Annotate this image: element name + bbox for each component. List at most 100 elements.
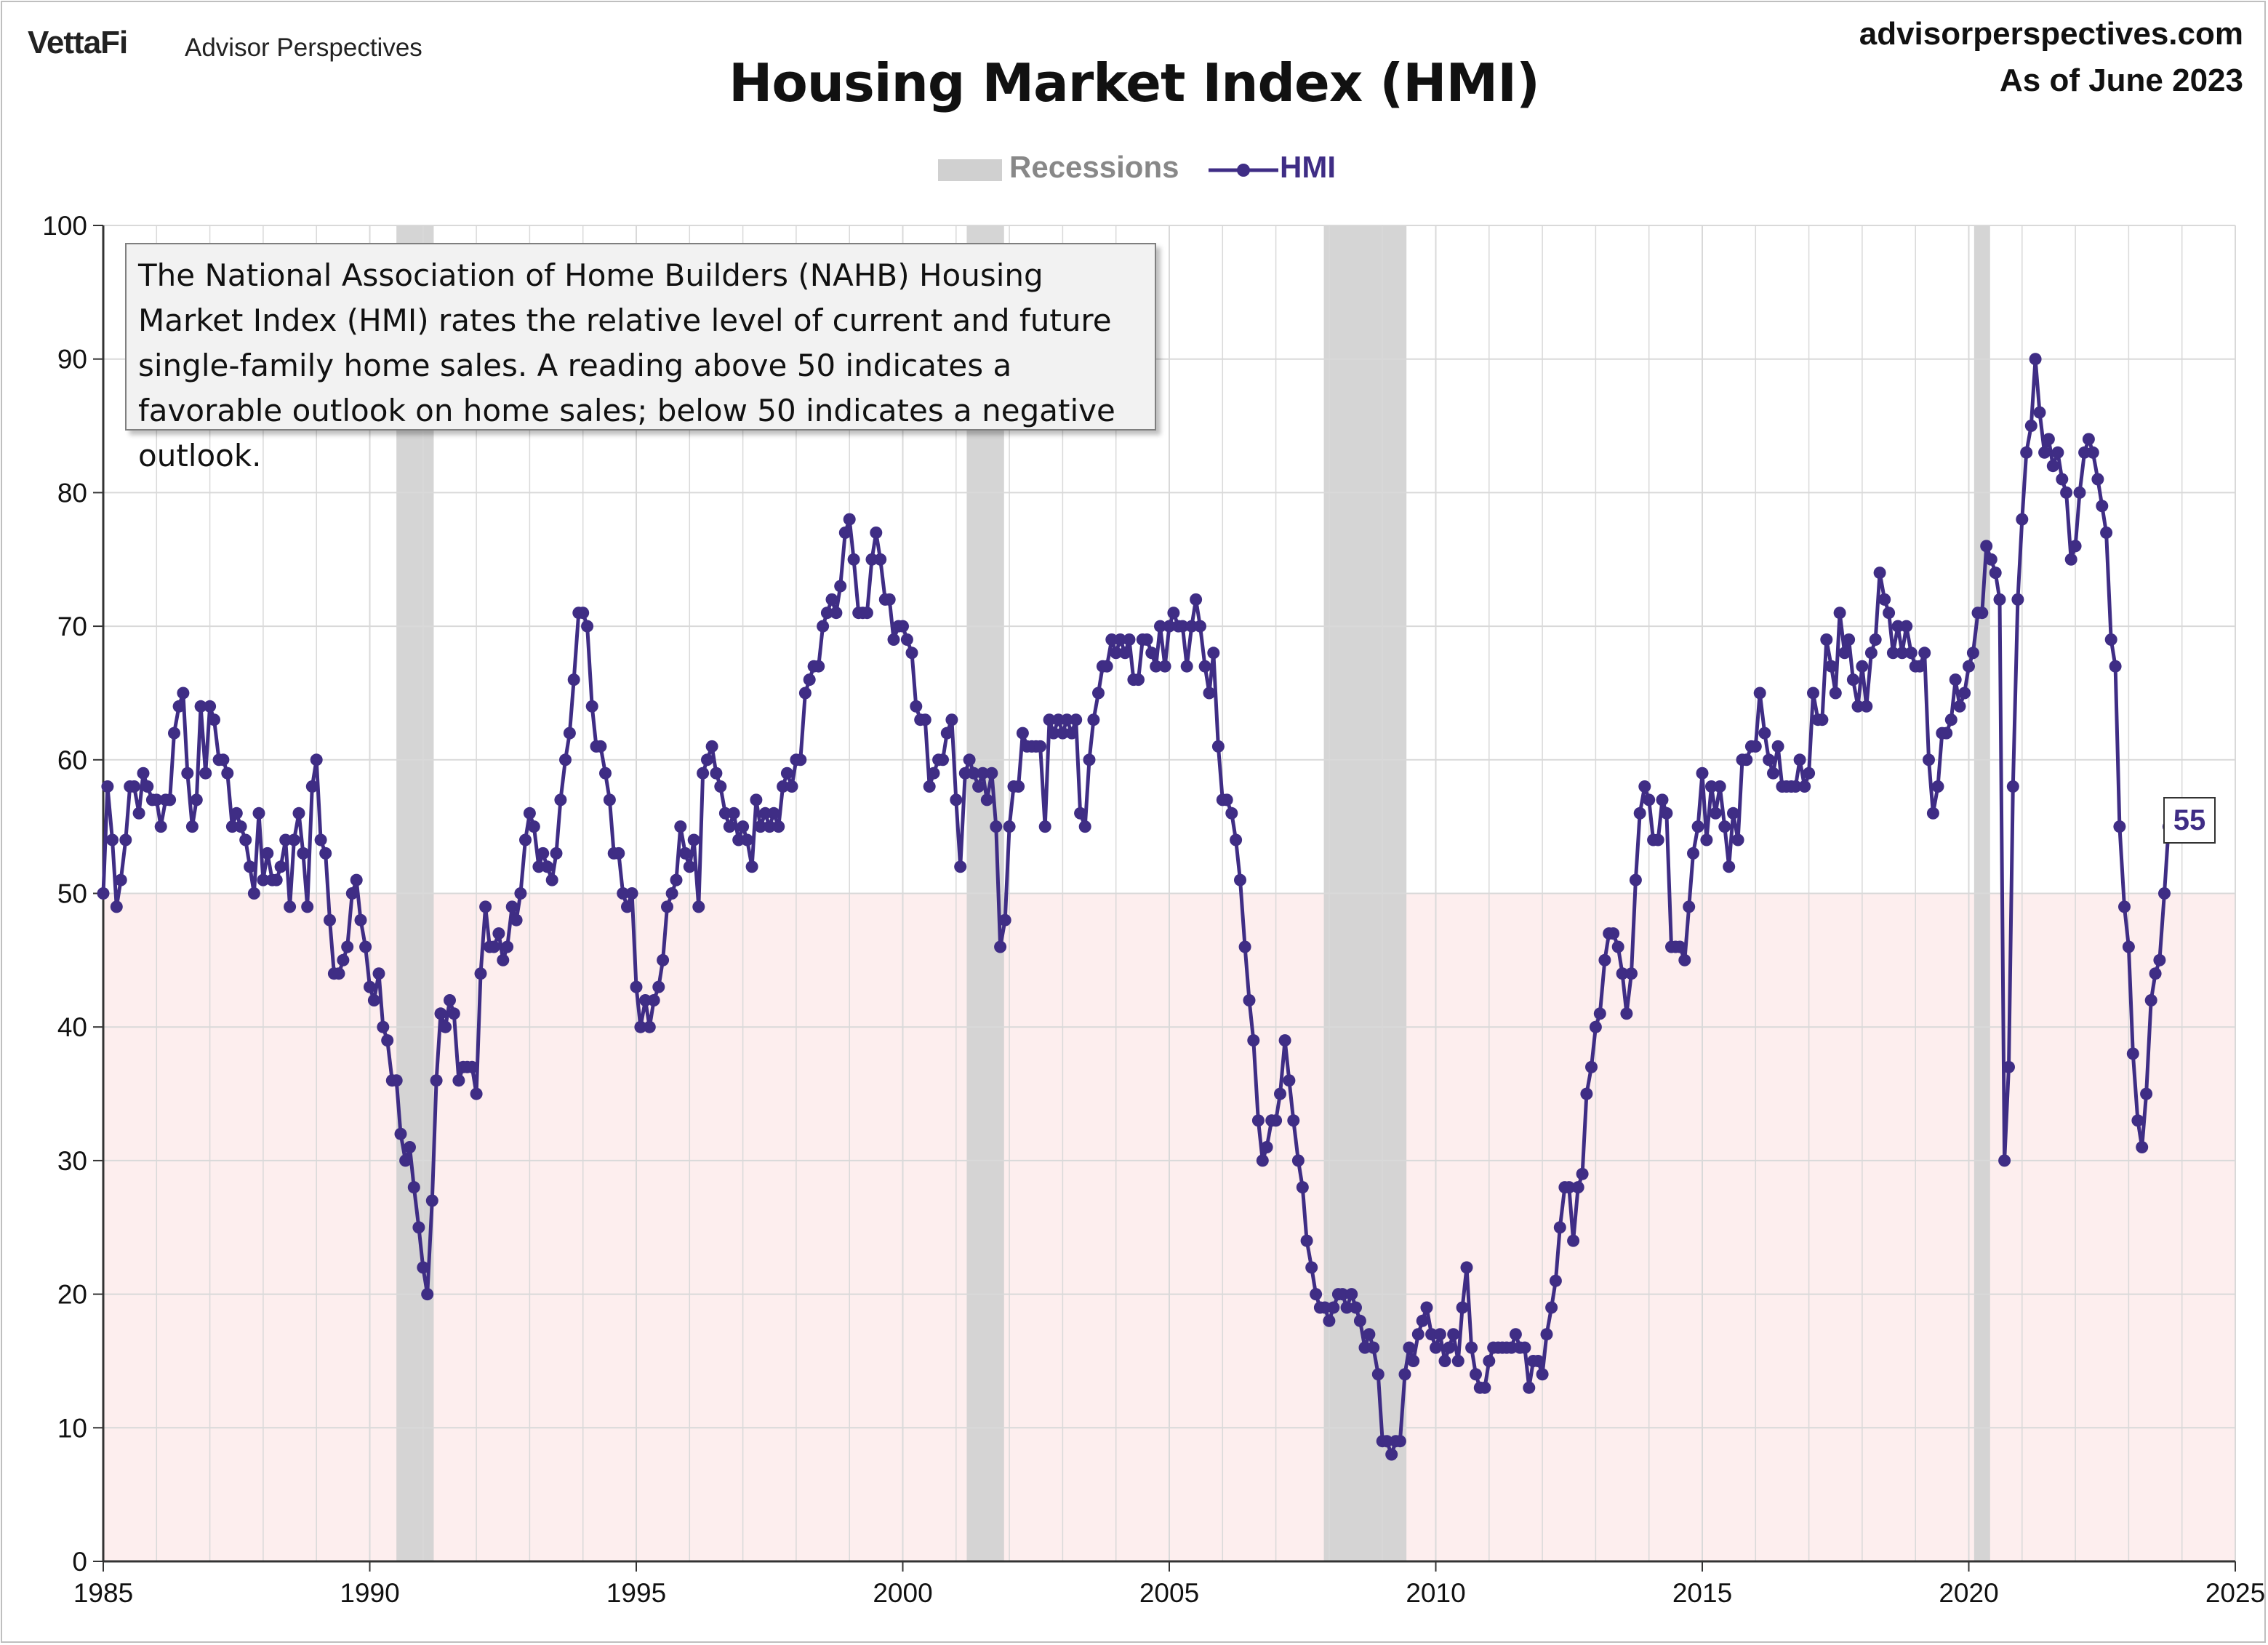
hmi-data-point [2073, 486, 2086, 499]
hmi-data-point [1860, 700, 1873, 713]
hmi-data-point [1963, 660, 1975, 673]
last-value-label: 55 [2163, 797, 2216, 844]
hmi-data-point [1238, 940, 1251, 953]
hmi-data-point [1047, 727, 1060, 740]
hmi-data-point [479, 900, 492, 913]
hmi-data-point [657, 953, 670, 966]
hmi-data-point [359, 940, 372, 953]
hmi-data-point [2131, 1114, 2144, 1127]
hmi-data-point [1145, 647, 1158, 660]
hmi-data-point [2149, 967, 2162, 980]
hmi-data-point [523, 807, 536, 820]
hmi-data-point [2078, 446, 2091, 459]
grid-layer [103, 225, 2236, 1561]
hmi-data-point [585, 700, 598, 713]
hmi-data-point [1571, 1181, 1584, 1194]
hmi-data-point [1438, 1355, 1451, 1367]
hmi-data-point [234, 820, 247, 833]
hmi-data-point [1132, 673, 1145, 687]
hmi-data-point [194, 700, 207, 713]
hmi-data-point [2042, 433, 2055, 446]
hmi-data-point [758, 807, 772, 820]
hmi-data-point [1580, 1087, 1593, 1100]
hmi-data-point [505, 900, 518, 913]
hmi-data-point [550, 846, 563, 860]
y-tick-label: 0 [72, 1547, 87, 1577]
hmi-data-point [545, 873, 558, 886]
hmi-data-point [1278, 1034, 1291, 1047]
hmi-data-point [554, 793, 567, 807]
hmi-data-point [1923, 753, 1935, 767]
hmi-data-point [1753, 687, 1766, 700]
hmi-data-point [1713, 780, 1726, 793]
hmi-data-point [404, 1141, 416, 1153]
hmi-data-point [1585, 1060, 1598, 1073]
hmi-data-point [114, 873, 127, 886]
hmi-data-point [354, 913, 367, 926]
hmi-data-point [985, 767, 998, 780]
hmi-data-point [678, 846, 692, 860]
x-tick-label: 1990 [340, 1578, 399, 1608]
hmi-data-point [777, 780, 790, 793]
hmi-data-point [1176, 620, 1189, 633]
hmi-data-point [2038, 446, 2051, 459]
hmi-data-point [1896, 647, 1909, 660]
hmi-data-point [2006, 780, 2019, 793]
hmi-data-point [2011, 593, 2024, 606]
hmi-data-point [1443, 1341, 1456, 1354]
hmi-data-point [1856, 660, 1869, 673]
series-point-layer [97, 353, 2175, 1461]
as-of-date: As of June 2023 [1999, 63, 2243, 98]
hmi-data-point [2136, 1141, 2149, 1153]
hmi-data-point [1291, 1154, 1305, 1167]
hmi-data-point [1447, 1328, 1460, 1341]
hmi-data-point [519, 833, 532, 846]
hmi-data-point [1154, 620, 1166, 633]
hmi-data-point [1829, 687, 1842, 700]
hmi-data-point [2091, 473, 2104, 486]
hmi-data-point [847, 553, 860, 566]
hmi-data-point [967, 767, 980, 780]
hmi-data-point [447, 1007, 460, 1020]
hmi-data-point [497, 953, 510, 966]
hmi-data-point [625, 887, 638, 900]
hmi-data-point [367, 994, 380, 1006]
hmi-data-point [2069, 540, 2082, 553]
hmi-data-point [701, 753, 713, 767]
hmi-data-point [1731, 833, 1744, 846]
legend-recessions-swatch [938, 159, 1002, 181]
hmi-data-point [1460, 1261, 1473, 1274]
hmi-data-point [652, 980, 665, 993]
hmi-data-point [1723, 860, 1736, 873]
hmi-data-point [364, 980, 376, 993]
y-tick-label: 50 [57, 879, 87, 909]
hmi-data-point [1727, 807, 1739, 820]
hmi-data-point [1833, 607, 1846, 620]
y-tick-label: 80 [57, 478, 87, 508]
hmi-data-point [950, 793, 963, 807]
hmi-data-point [434, 1007, 447, 1020]
hmi-data-point [2033, 406, 2046, 419]
hmi-data-point [1411, 1328, 1424, 1341]
hmi-data-point [1767, 767, 1779, 780]
hmi-data-point [1771, 740, 1784, 753]
hmi-data-point [825, 593, 838, 606]
hmi-data-point [2118, 900, 2131, 913]
hmi-data-point [377, 1020, 390, 1033]
hmi-data-point [1611, 940, 1624, 953]
hmi-data-point [421, 1288, 434, 1301]
hmi-data-point [1234, 873, 1246, 886]
hmi-data-point [1989, 567, 2002, 580]
hmi-data-point [1110, 647, 1123, 660]
hmi-data-point [723, 820, 736, 833]
hmi-data-point [980, 793, 993, 807]
hmi-data-point [1758, 727, 1771, 740]
hmi-data-point [1629, 873, 1642, 886]
hmi-data-point [1926, 807, 1939, 820]
hmi-data-point [128, 780, 140, 793]
hmi-data-point [2060, 486, 2073, 499]
hmi-data-point [581, 620, 594, 633]
legend-recessions-label: Recessions [1009, 150, 1179, 184]
hmi-data-point [1398, 1368, 1411, 1381]
